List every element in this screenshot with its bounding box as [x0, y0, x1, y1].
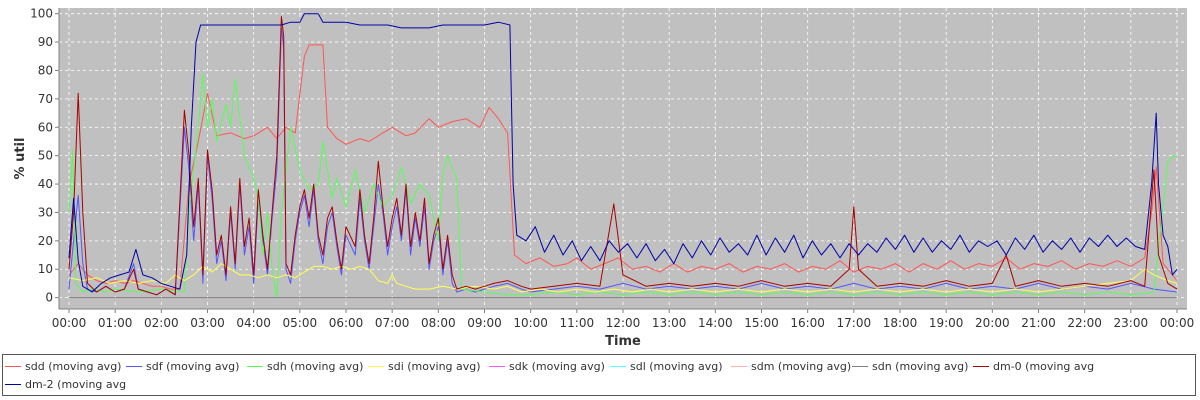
legend-label: dm-0 (moving avg) — [993, 359, 1094, 373]
y-tick-label: 10 — [38, 262, 53, 276]
y-tick-label: 70 — [38, 92, 53, 106]
x-tick-labels: 00:00 01:00 02:00 03:00 04:00 05:00 06:00 07:00… — [52, 309, 1195, 330]
legend-swatch — [489, 365, 505, 367]
y-axis-title: % util — [13, 138, 28, 180]
line-chart: 0 10 20 30 40 50 60 70 80 90 100 00:00 01:00 02:00 03… — [13, 7, 1195, 349]
legend-label: sdk (moving avg) — [509, 359, 605, 373]
x-tick-label: 15:00 — [744, 316, 779, 330]
legend-label: sdl (moving avg) — [630, 359, 723, 373]
series-line-9 — [68, 13, 1178, 293]
x-tick-label: 07:00 — [375, 316, 410, 330]
x-tick-label: 02:00 — [144, 316, 179, 330]
legend-label: sdn (moving avg) — [872, 359, 969, 373]
y-tick-labels: 0 10 20 30 40 50 60 70 80 90 100 — [30, 7, 59, 305]
legend-swatch — [5, 383, 21, 385]
legend-item: dm-0 (moving avg) — [973, 357, 1094, 375]
legend-swatch — [126, 365, 142, 367]
x-tick-label: 13:00 — [652, 316, 687, 330]
series-layer — [68, 13, 1178, 299]
series-line-3 — [68, 263, 1178, 293]
legend-swatch — [973, 365, 989, 367]
x-tick-label: 17:00 — [837, 316, 872, 330]
x-tick-label: 03:00 — [190, 316, 225, 330]
y-tick-label: 50 — [38, 149, 53, 163]
legend-label: sdd (moving avg) — [25, 359, 122, 373]
legend-item: sdi (moving avg) — [368, 357, 489, 375]
legend-label: sdf (moving avg) — [146, 359, 240, 373]
grid-lines — [59, 8, 1187, 309]
x-tick-label: 12:00 — [606, 316, 641, 330]
series-line-8 — [68, 16, 1178, 296]
legend-item: sdk (moving avg) — [489, 357, 610, 375]
legend-item: sdm (moving avg) — [731, 357, 852, 375]
y-tick-label: 20 — [38, 234, 53, 248]
x-tick-label: 20:00 — [975, 316, 1010, 330]
x-tick-label: 23:00 — [1114, 316, 1149, 330]
x-tick-label: 04:00 — [236, 316, 271, 330]
x-tick-label: 10:00 — [513, 316, 548, 330]
x-tick-label: 19:00 — [929, 316, 964, 330]
y-tick-label: 60 — [38, 120, 53, 134]
legend-item: sdl (moving avg) — [610, 357, 731, 375]
x-tick-label: 00:00 — [52, 316, 87, 330]
legend-item: sdh (moving avg) — [247, 357, 368, 375]
x-tick-label: 11:00 — [560, 316, 595, 330]
legend: sdd (moving avg) sdf (moving avg) sdh (mov… — [2, 354, 1196, 396]
x-tick-label: 01:00 — [98, 316, 133, 330]
y-tick-label: 80 — [38, 63, 53, 77]
x-tick-label: 14:00 — [698, 316, 733, 330]
y-tick-label: 90 — [38, 35, 53, 49]
legend-swatch — [5, 365, 21, 367]
y-tick-label: 30 — [38, 205, 53, 219]
x-axis-title: Time — [605, 334, 641, 349]
y-tick-label: 0 — [45, 291, 53, 305]
legend-swatch — [247, 365, 263, 367]
legend-item: dm-2 (moving avg) — [5, 375, 126, 393]
legend-label: sdm (moving avg) — [751, 359, 852, 373]
y-tick-label: 100 — [30, 7, 53, 21]
x-tick-label: 21:00 — [1021, 316, 1056, 330]
x-tick-label: 00:00 — [1160, 316, 1195, 330]
legend-swatch — [610, 365, 626, 367]
x-tick-label: 18:00 — [883, 316, 918, 330]
legend-swatch — [731, 365, 747, 367]
x-tick-label: 06:00 — [329, 316, 364, 330]
legend-item: sdf (moving avg) — [126, 357, 247, 375]
y-tick-label: 40 — [38, 177, 53, 191]
legend-label: dm-2 (moving avg) — [25, 377, 126, 391]
legend-label: sdh (moving avg) — [267, 359, 364, 373]
x-tick-label: 08:00 — [421, 316, 456, 330]
legend-label: sdi (moving avg) — [388, 359, 481, 373]
x-tick-label: 09:00 — [467, 316, 502, 330]
x-tick-label: 22:00 — [1067, 316, 1102, 330]
legend-swatch — [852, 365, 868, 367]
legend-swatch — [368, 365, 384, 367]
legend-item: sdn (moving avg) — [852, 357, 973, 375]
x-tick-label: 05:00 — [283, 316, 318, 330]
legend-item: sdd (moving avg) — [5, 357, 126, 375]
x-tick-label: 16:00 — [790, 316, 825, 330]
